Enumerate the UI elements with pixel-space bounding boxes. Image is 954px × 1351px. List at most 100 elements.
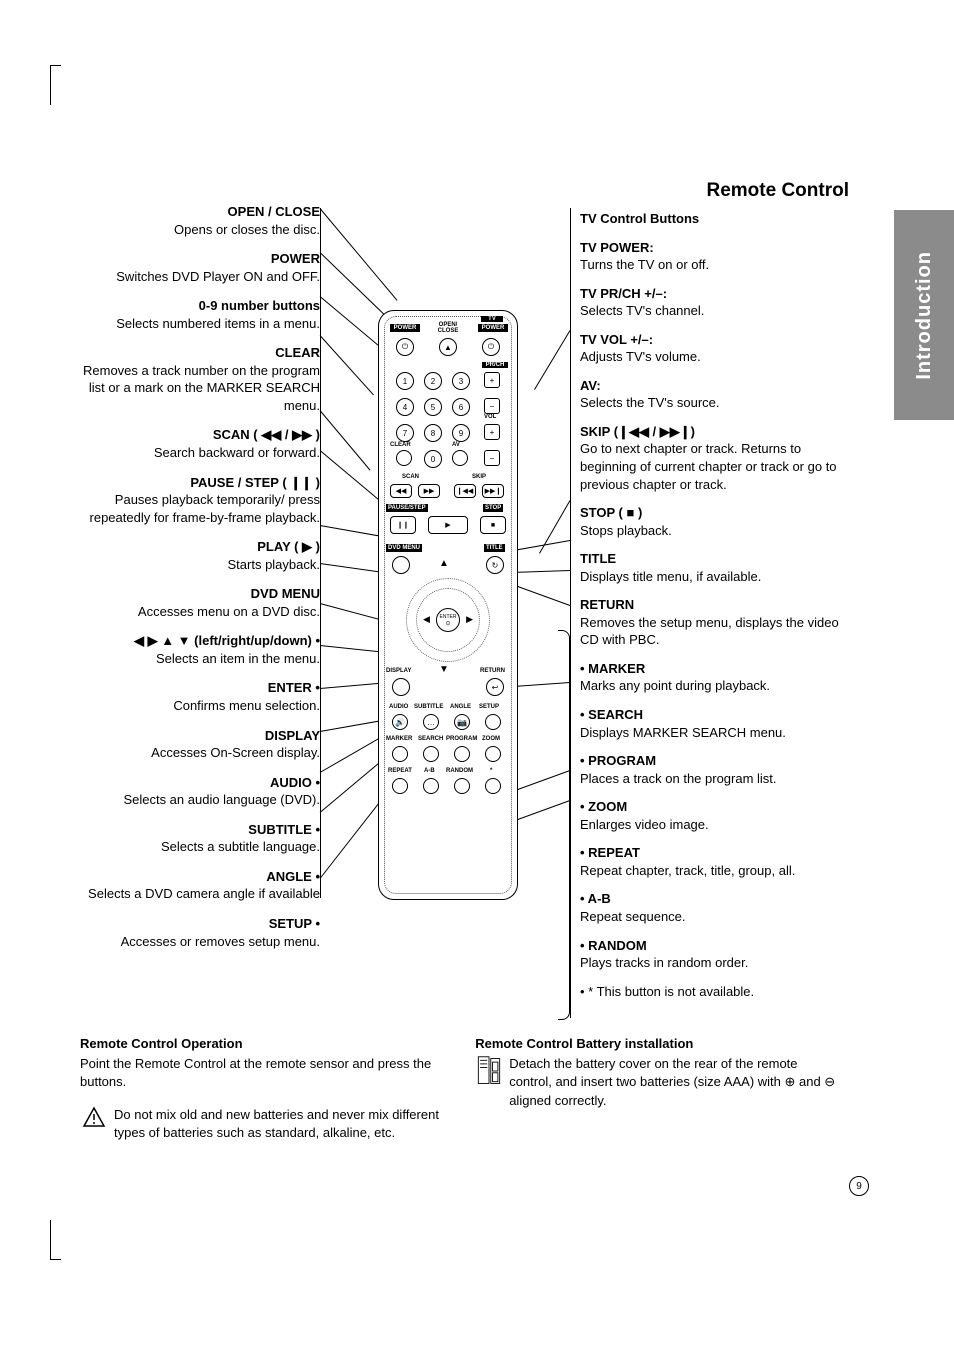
- btn-enter: ENTER⊙: [436, 608, 460, 632]
- lbl-clear: CLEAR: [390, 442, 411, 448]
- bottom-section: Remote Control Operation Point the Remot…: [80, 1035, 840, 1142]
- right-callouts: TV Control Buttons TV POWER:Turns the TV…: [580, 210, 840, 1011]
- btn-display: [392, 678, 410, 696]
- callout-numbers: 0-9 number buttonsSelects numbered items…: [80, 297, 320, 332]
- callout-setup: SETUP •Accesses or removes setup menu.: [80, 915, 320, 950]
- btn-setup: [485, 714, 501, 730]
- battery-icon: [475, 1055, 503, 1087]
- lbl-open: OPEN/ CLOSE: [434, 322, 462, 334]
- lbl-skip: SKIP: [472, 474, 486, 480]
- page-number: 9: [849, 1176, 869, 1196]
- leader: [320, 450, 382, 502]
- manual-page: Introduction Remote Control OPEN / CLOSE…: [0, 0, 954, 1351]
- callout-av: AV:Selects the TV's source.: [580, 377, 840, 412]
- arrow-up-icon: ▲: [439, 558, 449, 569]
- dpad: ENTER⊙ ◀ ▶: [406, 578, 490, 662]
- section-tab: Introduction: [894, 210, 954, 420]
- btn-5: 5: [424, 398, 442, 416]
- btn-6: 6: [452, 398, 470, 416]
- lbl-repeat: REPEAT: [388, 768, 412, 774]
- btn-1: 1: [396, 372, 414, 390]
- battery-section: Remote Control Battery installation Deta…: [475, 1035, 840, 1110]
- callout-program: • PROGRAMPlaces a track on the program l…: [580, 752, 840, 787]
- callout-dvdmenu: DVD MENUAccesses menu on a DVD disc.: [80, 585, 320, 620]
- btn-power: ⏻: [396, 338, 414, 356]
- btn-search: [423, 746, 439, 762]
- callout-search: • SEARCHDisplays MARKER SEARCH menu.: [580, 706, 840, 741]
- btn-2: 2: [424, 372, 442, 390]
- lbl-setup: SETUP: [479, 704, 499, 710]
- callout-skip: SKIP (❙◀◀ / ▶▶❙)Go to next chapter or tr…: [580, 423, 840, 493]
- leader: [320, 208, 321, 898]
- btn-vol-dn: −: [484, 450, 500, 466]
- callout-return: RETURNRemoves the setup menu, displays t…: [580, 596, 840, 649]
- btn-8: 8: [424, 424, 442, 442]
- lbl-prch: PR/CH: [482, 362, 508, 368]
- leader: [320, 208, 398, 301]
- callout-tv-power: TV POWER:Turns the TV on or off.: [580, 239, 840, 274]
- lbl-av: AV: [452, 442, 460, 448]
- btn-zoom: [485, 746, 501, 762]
- btn-program: [454, 746, 470, 762]
- lbl-star: *: [490, 768, 492, 774]
- lbl-subtitle: SUBTITLE: [414, 704, 443, 710]
- lbl-angle: ANGLE: [450, 704, 471, 710]
- btn-0: 0: [424, 450, 442, 468]
- btn-clear: [396, 450, 412, 466]
- lbl-random: RANDOM: [446, 768, 473, 774]
- btn-dvdmenu: [392, 556, 410, 574]
- btn-7: 7: [396, 424, 414, 442]
- btn-prch-dn: −: [484, 398, 500, 414]
- lbl-marker: MARKER: [386, 736, 412, 742]
- btn-skip-back: ❙◀◀: [454, 484, 476, 498]
- lbl-zoom: ZOOM: [482, 736, 500, 742]
- lbl-audio: AUDIO: [389, 704, 408, 710]
- callout-play: PLAY ( ▶ )Starts playback.: [80, 538, 320, 573]
- callout-clear: CLEARRemoves a track number on the progr…: [80, 344, 320, 414]
- warning-text: Do not mix old and new batteries and nev…: [114, 1106, 445, 1142]
- callout-arrows: ◀ ▶ ▲ ▼ (left/right/up/down) •Selects an…: [80, 632, 320, 667]
- btn-stop: ■: [480, 516, 506, 534]
- callout-tv-header: TV Control Buttons: [580, 210, 840, 228]
- section-tab-label: Introduction: [913, 251, 936, 380]
- leader: [320, 335, 374, 395]
- lbl-tvpower: POWER: [478, 324, 508, 332]
- battery-heading: Remote Control Battery installation: [475, 1035, 840, 1053]
- btn-scan-back: ◀◀: [390, 484, 412, 498]
- btn-subtitle: …: [423, 714, 439, 730]
- btn-av: [452, 450, 468, 466]
- lbl-vol: VOL: [484, 414, 496, 420]
- lbl-tv: TV: [481, 316, 503, 322]
- callout-star: • * This button is not available.: [580, 983, 840, 1001]
- btn-3: 3: [452, 372, 470, 390]
- callout-open-close: OPEN / CLOSEOpens or closes the disc.: [80, 203, 320, 238]
- remote-diagram: POWER OPEN/ CLOSE TV POWER ⏻ ▲ ⏻ PR/CH 1…: [378, 310, 518, 900]
- leader: [534, 330, 570, 390]
- callout-power: POWERSwitches DVD Player ON and OFF.: [80, 250, 320, 285]
- lbl-ab: A-B: [424, 768, 435, 774]
- btn-4: 4: [396, 398, 414, 416]
- callout-ab: • A-BRepeat sequence.: [580, 890, 840, 925]
- lbl-dvdmenu: DVD MENU: [386, 544, 422, 552]
- btn-scan-fwd: ▶▶: [418, 484, 440, 498]
- btn-audio: 🔊: [392, 714, 408, 730]
- btn-9: 9: [452, 424, 470, 442]
- brace: [558, 630, 570, 1020]
- lbl-stop: STOP: [483, 504, 503, 512]
- crop-mark: [50, 1220, 60, 1260]
- callout-zoom: • ZOOMEnlarges video image.: [580, 798, 840, 833]
- arrow-left-icon: ◀: [423, 614, 430, 625]
- btn-tvpower: ⏻: [482, 338, 500, 356]
- operation-section: Remote Control Operation Point the Remot…: [80, 1035, 445, 1142]
- page-title: Remote Control: [707, 180, 850, 202]
- crop-mark: [50, 65, 60, 105]
- btn-pause: ❙❙: [390, 516, 416, 534]
- lbl-return: RETURN: [480, 668, 505, 674]
- btn-repeat: [392, 778, 408, 794]
- callout-random: • RANDOMPlays tracks in random order.: [580, 937, 840, 972]
- btn-title: ↻: [486, 556, 504, 574]
- battery-text: Detach the battery cover on the rear of …: [509, 1055, 840, 1110]
- btn-prch-up: +: [484, 372, 500, 388]
- left-callouts: OPEN / CLOSEOpens or closes the disc. PO…: [80, 203, 320, 962]
- leader: [320, 410, 371, 470]
